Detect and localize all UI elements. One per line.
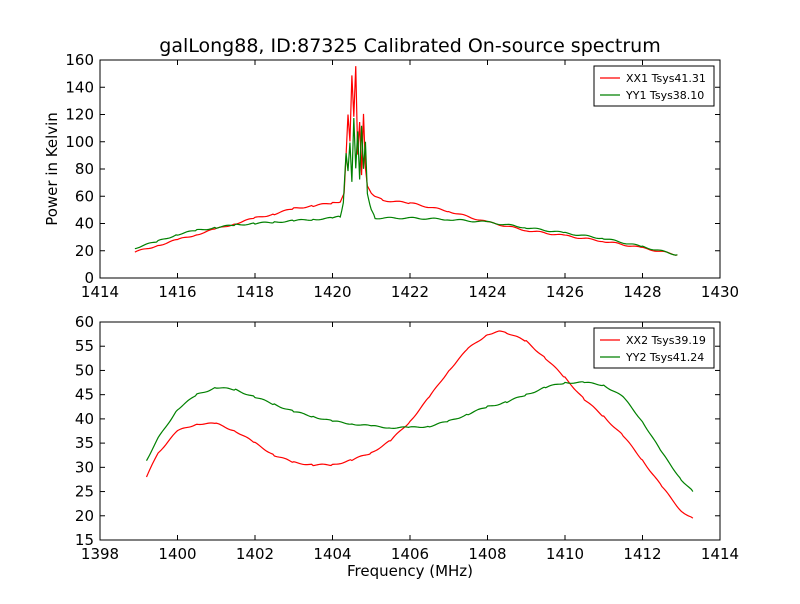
top-x-tick-label: 1418 bbox=[236, 283, 274, 301]
bottom-legend: XX2 Tsys39.19 YY2 Tsys41.24 bbox=[593, 327, 715, 369]
top-x-tick-label: 1430 bbox=[701, 283, 739, 301]
bottom-x-tick-label: 1412 bbox=[623, 545, 661, 563]
bottom-y-tick-label: 50 bbox=[75, 361, 94, 379]
bottom-y-tick-label: 20 bbox=[75, 507, 94, 525]
bottom-x-tick-label: 1398 bbox=[81, 545, 119, 563]
top-y-tick-label: 80 bbox=[75, 160, 94, 178]
bottom-y-tick-label: 55 bbox=[75, 337, 94, 355]
top-y-tick-label: 20 bbox=[75, 242, 94, 260]
bottom-x-tick-label: 1406 bbox=[391, 545, 429, 563]
top-x-tick-label: 1416 bbox=[158, 283, 196, 301]
bottom-x-tick-label: 1408 bbox=[468, 545, 506, 563]
top-x-tick-label: 1428 bbox=[623, 283, 661, 301]
bottom-y-tick-label: 35 bbox=[75, 434, 94, 452]
top-x-tick-label: 1420 bbox=[313, 283, 351, 301]
chart-title: galLong88, ID:87325 Calibrated On-source… bbox=[159, 35, 660, 57]
bottom-legend-box bbox=[593, 327, 715, 369]
top-x-tick-label: 1424 bbox=[468, 283, 506, 301]
bottom-series-line-2 bbox=[145, 381, 694, 492]
top-y-tick-label: 160 bbox=[65, 51, 94, 69]
top-y-tick-label: 0 bbox=[84, 269, 94, 287]
top-legend-box bbox=[593, 65, 715, 107]
bottom-x-tick-label: 1402 bbox=[236, 545, 274, 563]
top-x-tick-label: 1426 bbox=[546, 283, 584, 301]
top-y-tick-label: 140 bbox=[65, 78, 94, 96]
x-axis-label: Frequency (MHz) bbox=[347, 562, 473, 580]
top-y-tick-label: 60 bbox=[75, 187, 94, 205]
bottom-y-tick-label: 30 bbox=[75, 458, 94, 476]
bottom-x-tick-label: 1414 bbox=[701, 545, 739, 563]
top-series-line-2 bbox=[134, 117, 678, 256]
bottom-y-tick-label: 15 bbox=[75, 531, 94, 549]
top-legend-label-1: XX1 Tsys41.31 bbox=[626, 72, 706, 85]
top-x-tick-label: 1414 bbox=[81, 283, 119, 301]
bottom-y-tick-label: 45 bbox=[75, 386, 94, 404]
bottom-x-tick-label: 1410 bbox=[546, 545, 584, 563]
bottom-plot-panel: 1398 1400 1402 1404 1406 1408 1410 1412 1414 15 20… bbox=[75, 313, 739, 563]
top-legend: XX1 Tsys41.31 YY1 Tsys38.10 bbox=[593, 65, 715, 107]
bottom-x-tick-label: 1404 bbox=[313, 545, 351, 563]
bottom-x-tick-label: 1400 bbox=[158, 545, 196, 563]
top-series-line-1 bbox=[134, 66, 678, 256]
bottom-series-line-1 bbox=[145, 330, 694, 519]
top-plot-panel: 1414 1416 1418 1420 1422 1424 1426 1428 1430 0 20 4… bbox=[65, 51, 739, 301]
bottom-y-tick-label: 60 bbox=[75, 313, 94, 331]
top-legend-label-2: YY1 Tsys38.10 bbox=[625, 89, 704, 102]
bottom-y-tick-label: 25 bbox=[75, 483, 94, 501]
top-y-tick-label: 40 bbox=[75, 215, 94, 233]
top-y-tick-label: 120 bbox=[65, 106, 94, 124]
y-axis-label: Power in Kelvin bbox=[43, 112, 61, 226]
bottom-y-tick-label: 40 bbox=[75, 410, 94, 428]
bottom-legend-label-2: YY2 Tsys41.24 bbox=[625, 351, 704, 364]
top-y-tick-label: 100 bbox=[65, 133, 94, 151]
top-x-tick-label: 1422 bbox=[391, 283, 429, 301]
bottom-legend-label-1: XX2 Tsys39.19 bbox=[626, 334, 706, 347]
